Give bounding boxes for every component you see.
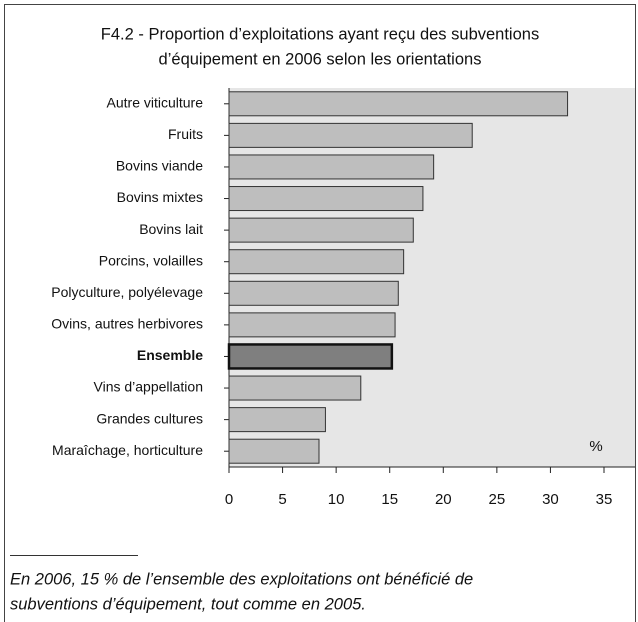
x-tick-label: 35 (596, 491, 613, 508)
bar (228, 407, 326, 433)
y-tick-label: Ovins, autres herbivores (51, 316, 203, 332)
unit-label: % (589, 438, 602, 455)
y-tick-label: Grandes cultures (96, 410, 203, 426)
frame (4, 4, 636, 622)
plot-area (229, 88, 635, 467)
x-tick-label: 30 (542, 491, 559, 508)
y-tick-label: Vins d’appellation (94, 379, 204, 395)
x-tick-label: 25 (489, 491, 506, 508)
x-tick-label: 15 (381, 491, 398, 508)
bar (228, 438, 320, 464)
y-tick-label: Fruits (168, 126, 203, 142)
bar (228, 375, 362, 401)
y-tick-label: Bovins viande (116, 158, 203, 174)
y-tick-label: Polyculture, polyélevage (51, 284, 203, 300)
bar (228, 249, 405, 275)
bar (228, 122, 473, 148)
bar (227, 343, 394, 370)
y-tick-label: Bovins mixtes (117, 189, 203, 205)
note: En 2006, 15 % de l’ensemble des exploita… (10, 570, 473, 588)
y-tick-label: Bovins lait (139, 221, 203, 237)
chart-title: F4.2 - Proportion d’exploitations ayant … (101, 25, 539, 43)
y-tick-label: Ensemble (137, 347, 203, 363)
x-tick-label: 20 (435, 491, 452, 508)
x-tick-label: 10 (328, 491, 345, 508)
x-tick-label: 5 (278, 491, 286, 508)
y-tick-label: Maraîchage, horticulture (52, 442, 203, 458)
chart-title: d’équipement en 2006 selon les orientati… (159, 50, 482, 68)
note: subventions d’équipement, tout comme en … (10, 595, 366, 613)
bar (228, 217, 414, 243)
x-tick-label: 0 (225, 491, 233, 508)
bar (228, 280, 399, 306)
bar (228, 154, 435, 180)
bar (228, 91, 569, 117)
y-tick-label: Porcins, volailles (99, 252, 203, 268)
bar (228, 186, 424, 212)
y-tick-label: Autre viticulture (107, 94, 204, 110)
bar (228, 312, 396, 338)
